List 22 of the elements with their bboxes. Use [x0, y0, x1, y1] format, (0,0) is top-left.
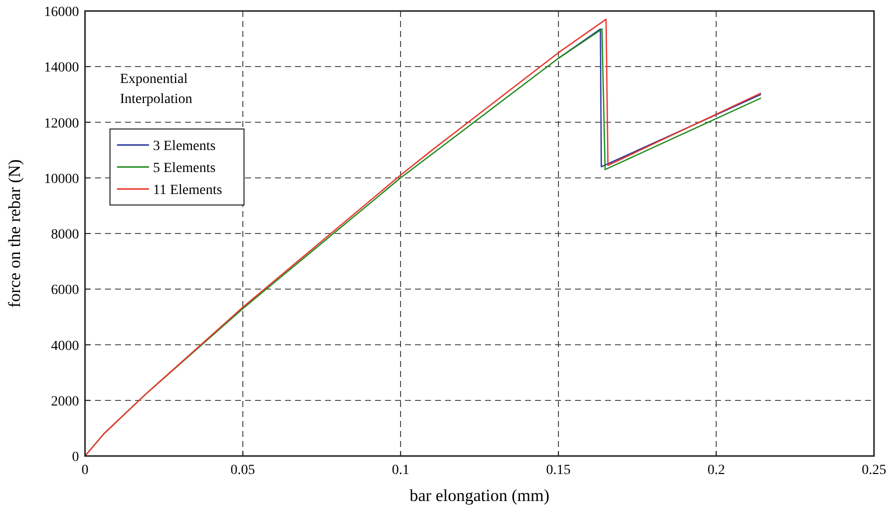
y-tick-label: 0 — [72, 450, 79, 465]
legend-title: Exponential Interpolation — [120, 72, 192, 107]
x-axis-title: bar elongation (mm) — [410, 486, 550, 505]
x-tick-label: 0.2 — [707, 463, 725, 478]
y-tick-label: 14000 — [44, 60, 79, 76]
y-tick-label: 10000 — [44, 172, 79, 187]
x-tick-label: 0.05 — [230, 463, 256, 478]
line-series — [558, 28, 762, 168]
y-tick-label: 12000 — [44, 116, 79, 132]
y-tick-label: 8000 — [51, 228, 79, 242]
x-tick-label: 0.15 — [546, 463, 571, 478]
legend-label: 5 Elements — [153, 161, 216, 176]
legend-label: 3 Elements — [153, 139, 216, 154]
y-tick-label: 16000 — [44, 5, 79, 20]
y-axis-title: force on the rebar (N) — [5, 159, 24, 308]
y-tick-label: 6000 — [51, 283, 79, 298]
y-tick-label: 2000 — [51, 394, 79, 410]
x-tick-label: 0 — [82, 463, 88, 478]
x-tick-label: 0.1 — [392, 463, 410, 478]
y-tick-label: 4000 — [51, 338, 79, 354]
x-tick-label: 0.25 — [862, 463, 886, 478]
legend-label: 11 Elements — [153, 183, 222, 198]
